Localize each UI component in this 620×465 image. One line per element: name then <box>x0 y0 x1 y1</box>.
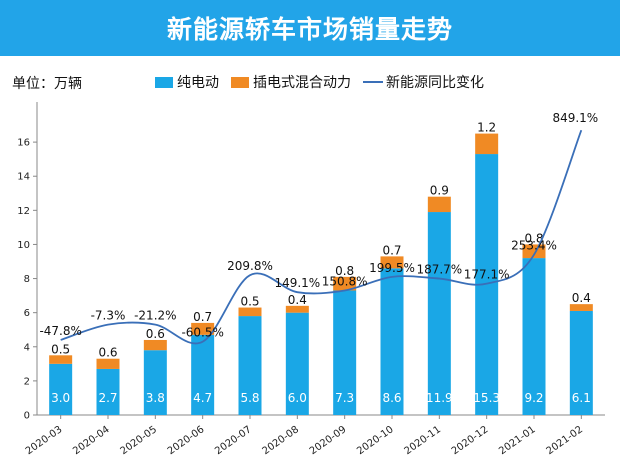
bar-label-bev: 3.0 <box>51 391 70 405</box>
yoy-data-label: -47.8% <box>39 324 81 338</box>
bar-phev <box>522 244 546 259</box>
bar-label-phev: 1.2 <box>477 121 496 135</box>
bar-label-bev: 9.2 <box>524 391 543 405</box>
bar-label-bev: 6.1 <box>572 391 591 405</box>
bar-bev <box>333 290 357 415</box>
legend-swatch-yoy <box>363 81 383 83</box>
bar-label-bev: 4.7 <box>193 391 212 405</box>
bar-bev <box>285 312 309 415</box>
y-tick-label: 0 <box>24 411 30 422</box>
bar-phev <box>143 339 167 351</box>
bar-bev <box>143 350 167 415</box>
yoy-data-label: 187.7% <box>416 263 462 277</box>
x-tick-label: 2020-09 <box>308 424 349 457</box>
bar-bev <box>49 363 73 415</box>
x-tick-label: 2021-02 <box>545 424 586 457</box>
yoy-data-label: 149.1% <box>274 276 320 290</box>
chart-title: 新能源轿车市场销量走势 <box>166 15 453 44</box>
bar-label-phev: 0.5 <box>240 295 259 309</box>
x-tick-label: 2020-05 <box>119 424 160 457</box>
bar-phev <box>569 304 593 311</box>
bar-phev <box>333 276 357 291</box>
y-tick-label: 12 <box>17 206 30 217</box>
chart-title-banner: 新能源轿车市场销量走势 <box>0 0 620 56</box>
bar-label-phev: 0.6 <box>98 346 117 360</box>
bar-phev <box>49 355 73 364</box>
legend-item-yoy: 新能源同比变化 <box>363 72 484 92</box>
bar-bev <box>427 212 451 415</box>
legend-swatch-bev <box>155 76 173 88</box>
legend-label-yoy: 新能源同比变化 <box>386 75 484 91</box>
bar-label-phev: 0.4 <box>288 293 307 307</box>
bar-bev <box>96 368 120 415</box>
yoy-data-label: -21.2% <box>134 309 176 323</box>
bar-label-phev: 0.5 <box>51 342 70 356</box>
bar-phev <box>380 256 404 269</box>
yoy-data-label: 177.1% <box>464 268 510 282</box>
y-tick-label: 10 <box>17 240 30 251</box>
yoy-data-label: 849.1% <box>552 111 598 125</box>
y-tick-label: 8 <box>24 274 30 285</box>
unit-label: 单位：万辆 <box>12 76 82 92</box>
yoy-data-label: 150.8% <box>322 274 368 288</box>
bar-label-phev: 0.9 <box>430 184 449 198</box>
yoy-data-label: 199.5% <box>369 261 415 275</box>
bar-label-bev: 5.8 <box>240 391 259 405</box>
bar-bev <box>380 268 404 415</box>
x-tick-label: 2020-08 <box>261 424 302 457</box>
bar-bev <box>191 334 215 415</box>
bar-bev <box>238 316 262 415</box>
bar-label-phev: 0.8 <box>524 231 543 245</box>
legend-item-phev: 插电式混合动力 <box>231 72 351 92</box>
bar-label-bev: 6.0 <box>288 391 307 405</box>
x-tick-label: 2020-12 <box>450 424 491 457</box>
yoy-line <box>60 129 583 345</box>
bar-label-phev: 0.7 <box>382 243 401 257</box>
x-tick-label: 2020-07 <box>213 424 254 457</box>
yoy-data-label: -60.5% <box>181 326 223 340</box>
yoy-data-label: 253.4% <box>511 239 557 253</box>
bar-phev <box>96 358 120 369</box>
bar-label-phev: 0.8 <box>335 264 354 278</box>
bar-bev <box>522 258 546 415</box>
legend-label-phev: 插电式混合动力 <box>253 75 351 91</box>
x-tick-label: 2020-04 <box>71 424 112 457</box>
bar-label-bev: 7.3 <box>335 391 354 405</box>
bar-label-bev: 8.6 <box>382 391 401 405</box>
legend-label-bev: 纯电动 <box>177 75 219 91</box>
x-tick-label: 2020-06 <box>166 424 207 457</box>
y-tick-label: 16 <box>17 138 30 149</box>
x-tick-label: 2020-11 <box>403 424 444 457</box>
bar-phev <box>238 307 262 317</box>
bar-phev <box>475 133 499 155</box>
legend: 纯电动 插电式混合动力 新能源同比变化 <box>155 72 496 92</box>
bar-phev <box>427 196 451 213</box>
x-tick-label: 2020-10 <box>355 424 396 457</box>
bar-label-phev: 0.6 <box>146 327 165 341</box>
yoy-data-label: 209.8% <box>227 259 273 273</box>
bar-label-bev: 3.8 <box>146 391 165 405</box>
y-tick-label: 4 <box>24 342 30 353</box>
bar-label-bev: 11.9 <box>426 391 453 405</box>
legend-swatch-phev <box>231 76 249 88</box>
legend-item-bev: 纯电动 <box>155 72 219 92</box>
bar-label-bev: 2.7 <box>98 391 117 405</box>
y-tick-label: 14 <box>17 172 30 183</box>
yoy-data-label: -7.3% <box>91 309 126 323</box>
bar-phev <box>191 322 215 335</box>
bar-phev <box>285 305 309 313</box>
bar-bev <box>569 310 593 415</box>
y-tick-label: 6 <box>24 308 30 319</box>
bar-label-bev: 15.3 <box>473 391 500 405</box>
x-tick-label: 2021-01 <box>497 424 538 457</box>
x-tick-label: 2020-03 <box>24 424 65 457</box>
bar-label-phev: 0.7 <box>193 310 212 324</box>
y-tick-label: 2 <box>24 376 30 387</box>
bar-label-phev: 0.4 <box>572 291 591 305</box>
